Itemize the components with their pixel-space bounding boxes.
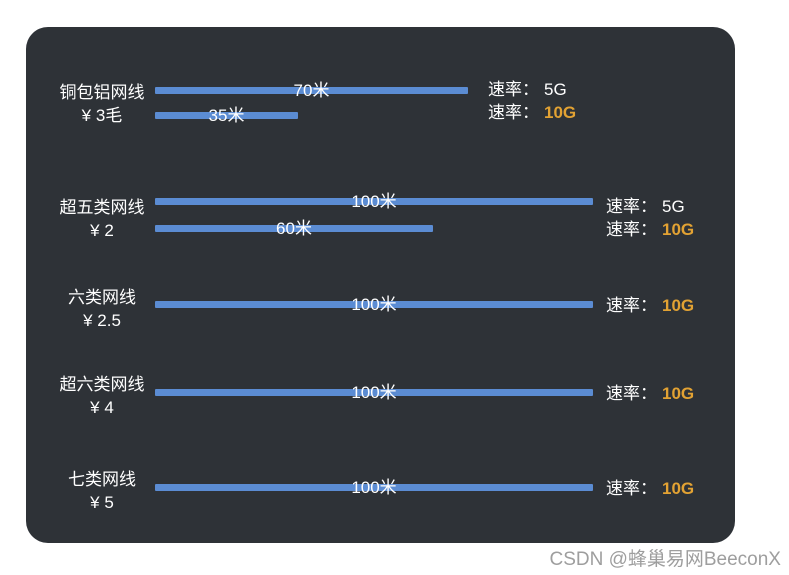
rate-line: 速率： 10G: [606, 294, 694, 317]
rate-line: 速率： 10G: [606, 382, 694, 405]
category-name: 七类网线: [68, 470, 136, 489]
distance-bar: 60米: [155, 219, 433, 237]
category-label-cat5e: 超五类网线 ¥ 2: [40, 196, 164, 242]
distance-bar: 35米: [155, 106, 298, 124]
rate-prefix: 速率：: [606, 384, 657, 403]
rate-line: 速率： 10G: [606, 477, 694, 500]
category-price: ¥ 5: [90, 493, 114, 512]
bar-value-label: 100米: [351, 294, 397, 314]
bar-value-label: 100米: [351, 477, 397, 497]
rate-labels: 速率： 5G 速率： 10G: [606, 195, 694, 241]
category-price: ¥ 3毛: [81, 106, 123, 125]
distance-bar: 70米: [155, 81, 468, 99]
rate-value: 10G: [662, 220, 695, 239]
category-label-cat6: 六类网线 ¥ 2.5: [40, 286, 164, 332]
distance-bar: 100米: [155, 192, 593, 210]
rate-value: 10G: [662, 296, 695, 315]
bar-value-label: 35米: [208, 105, 245, 125]
category-name: 超五类网线: [59, 198, 145, 217]
rate-value: 5G: [662, 197, 685, 216]
rate-labels: 速率： 10G: [606, 382, 694, 405]
chart-panel: [26, 27, 735, 543]
rate-labels: 速率： 10G: [606, 477, 694, 500]
rate-line: 速率： 10G: [606, 218, 694, 241]
watermark: CSDN @蜂巢易网BeeconX: [549, 549, 781, 570]
bar-value-label: 70米: [293, 80, 330, 100]
rate-labels: 速率： 5G 速率： 10G: [488, 78, 576, 124]
category-price: ¥ 2.5: [83, 311, 121, 330]
distance-bar: 100米: [155, 478, 593, 496]
category-label-cat6a: 超六类网线 ¥ 4: [40, 373, 164, 419]
rate-value: 5G: [544, 80, 567, 99]
rate-line: 速率： 5G: [606, 195, 694, 218]
bar-value-label: 100米: [351, 382, 397, 402]
rate-prefix: 速率：: [606, 197, 657, 216]
category-label-cat7: 七类网线 ¥ 5: [40, 468, 164, 514]
category-name: 六类网线: [68, 288, 136, 307]
bar-value-label: 60米: [276, 218, 312, 238]
rate-line: 速率： 5G: [488, 78, 576, 101]
category-price: ¥ 2: [90, 221, 114, 240]
distance-bar: 100米: [155, 383, 593, 401]
rate-prefix: 速率：: [488, 103, 539, 122]
rate-value: 10G: [662, 479, 695, 498]
distance-bar: 100米: [155, 295, 593, 313]
rate-labels: 速率： 10G: [606, 294, 694, 317]
category-name: 铜包铝网线: [59, 83, 145, 102]
rate-value: 10G: [544, 103, 577, 122]
category-price: ¥ 4: [90, 398, 114, 417]
rate-prefix: 速率：: [606, 220, 657, 239]
category-name: 超六类网线: [59, 375, 145, 394]
bar-value-label: 100米: [351, 191, 397, 211]
rate-value: 10G: [662, 384, 695, 403]
rate-prefix: 速率：: [606, 479, 657, 498]
rate-prefix: 速率：: [488, 80, 539, 99]
rate-line: 速率： 10G: [488, 101, 576, 124]
rate-prefix: 速率：: [606, 296, 657, 315]
category-label-copper-clad-aluminum: 铜包铝网线 ¥ 3毛: [40, 81, 164, 127]
